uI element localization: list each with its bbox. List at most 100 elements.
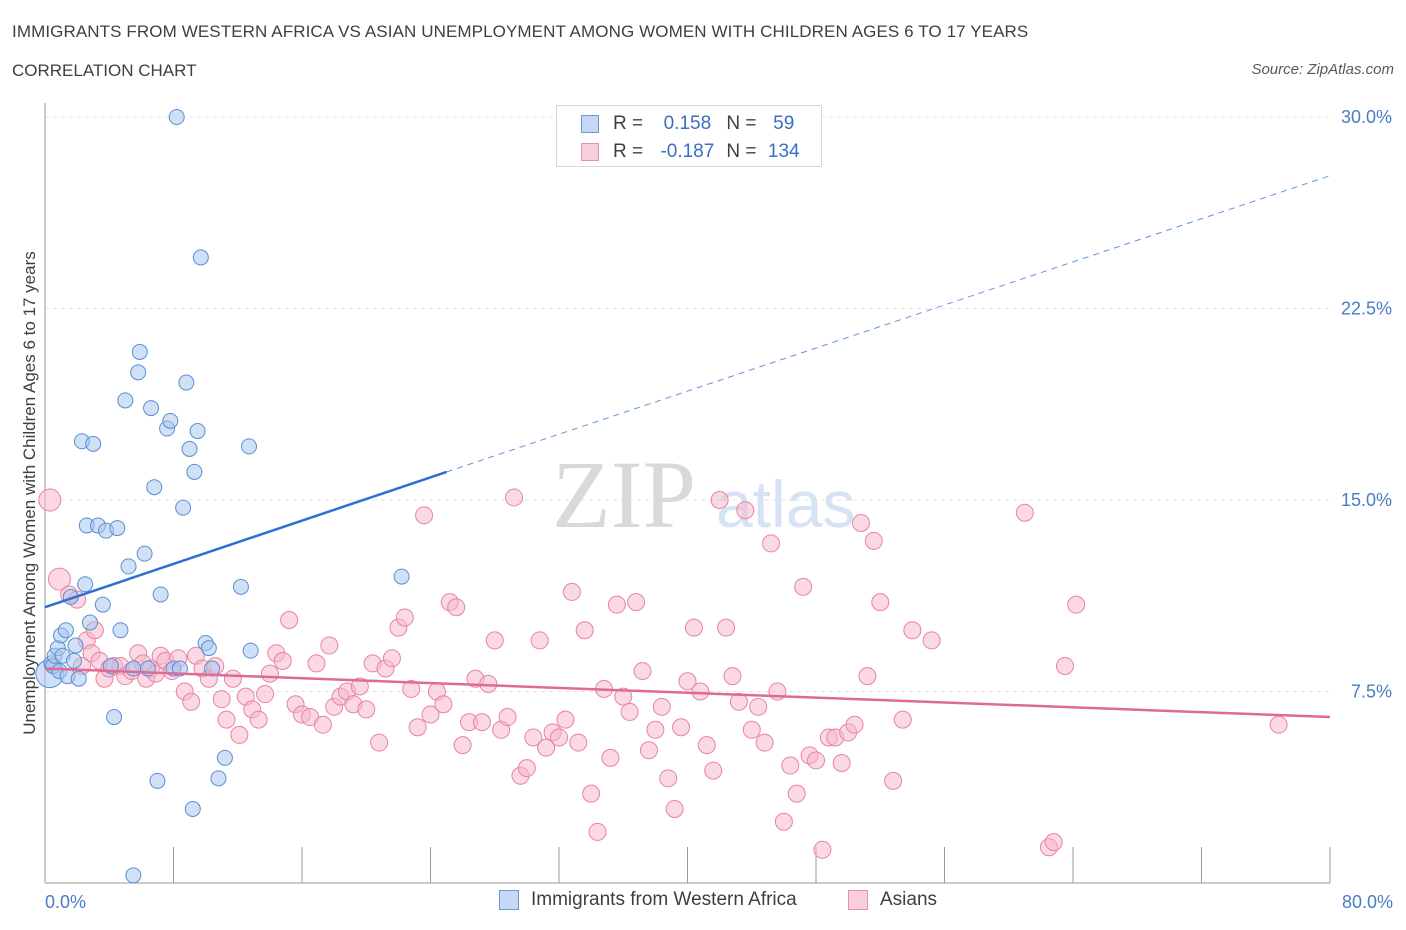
asians-points — [38, 488, 1288, 859]
western-africa-point — [120, 558, 137, 575]
western-africa-point — [65, 652, 82, 669]
legend-swatch-pink — [581, 143, 599, 161]
western-africa-point — [242, 642, 259, 659]
western-africa-point — [130, 364, 147, 381]
western-africa-point — [125, 867, 142, 884]
asians-point — [794, 577, 813, 596]
asians-point — [280, 611, 299, 630]
western-africa-point — [149, 772, 166, 789]
western-africa-point — [94, 596, 111, 613]
western-africa-point — [131, 343, 148, 360]
western-africa-point — [152, 586, 169, 603]
asians-point — [601, 748, 620, 767]
asians-point — [684, 618, 703, 637]
asians-point — [421, 705, 440, 724]
asians-point — [607, 595, 626, 614]
western-africa-point — [136, 545, 153, 562]
asians-point — [313, 715, 332, 734]
chart-subtitle: CORRELATION CHART — [12, 61, 197, 80]
asians-point — [1055, 656, 1074, 675]
asians-point — [1067, 595, 1086, 614]
watermark-zip: ZIP — [552, 441, 696, 548]
asians-point — [697, 736, 716, 755]
asians-point — [884, 771, 903, 790]
asians-point — [550, 728, 568, 747]
legend-n-label: N = — [726, 141, 762, 162]
western-africa-point — [186, 463, 203, 480]
legend-r-value: -0.187 — [660, 141, 715, 162]
asians-point — [453, 736, 472, 755]
western-africa-point — [168, 109, 185, 125]
western-africa-point — [178, 374, 195, 391]
asians-point — [614, 687, 633, 706]
legend-row-western-africa: R = 0.158 N = 59 — [581, 112, 806, 136]
watermark-atlas: atlas — [716, 467, 855, 541]
western-africa-point — [146, 479, 163, 496]
asians-point — [851, 513, 870, 532]
source-label: Source: ZipAtlas.com — [1251, 61, 1394, 78]
western-africa-point — [200, 640, 217, 657]
asians-point — [704, 761, 723, 780]
asians-point — [182, 692, 201, 711]
western-africa-point — [162, 412, 179, 429]
asians-point — [556, 710, 575, 729]
western-africa-point — [70, 670, 87, 687]
asians-point — [357, 700, 376, 719]
asians-point — [402, 679, 421, 698]
western-africa-point — [117, 392, 134, 409]
western-africa-point — [143, 400, 160, 417]
asians-point — [230, 725, 249, 744]
western-africa-point — [210, 770, 227, 787]
legend-r-value: 0.158 — [663, 113, 712, 134]
western-africa-point — [57, 622, 74, 639]
legend-n-value: 59 — [773, 113, 795, 134]
western-africa-point — [192, 249, 209, 266]
legend-n-value: 134 — [767, 141, 800, 162]
asians-point — [1269, 715, 1288, 734]
western-africa-point — [81, 614, 98, 631]
western-africa-point — [184, 800, 201, 817]
y-tick-label: 22.5% — [1341, 299, 1392, 319]
asians-point — [742, 720, 761, 739]
y-tick-label: 7.5% — [1351, 682, 1392, 702]
asians-point — [588, 822, 607, 841]
asians-point — [434, 695, 453, 714]
legend-r-label: R = — [613, 113, 649, 134]
asians-point — [893, 710, 912, 729]
asians-point — [260, 664, 279, 683]
asians-point — [47, 567, 71, 591]
y-axis-label: Unemployment Among Women with Children A… — [20, 251, 39, 735]
western-africa-point — [106, 709, 123, 726]
asians-point — [485, 631, 504, 650]
asians-point — [38, 488, 62, 512]
asians-point — [273, 651, 292, 670]
asians-point — [903, 621, 922, 640]
asians-point — [537, 738, 556, 757]
western-africa-point — [240, 438, 257, 455]
western-africa-point — [175, 499, 192, 516]
tick-labels: 7.5% 15.0% 22.5% 30.0% 0.0% 80.0% — [45, 107, 1393, 912]
western-africa-point — [125, 660, 142, 677]
asians-point — [864, 531, 883, 550]
asians-point — [530, 631, 549, 650]
asians-point — [774, 812, 793, 831]
asians-point — [408, 718, 427, 737]
asians-point — [781, 756, 800, 775]
asians-point — [710, 491, 729, 509]
asians-point — [813, 840, 832, 859]
western-africa-points — [35, 109, 410, 884]
asians-point — [212, 690, 231, 709]
series-legend-label: Immigrants from Western Africa — [531, 889, 797, 910]
asians-point — [505, 488, 524, 507]
asians-point — [723, 667, 742, 686]
asians-point — [256, 685, 275, 704]
asians-point — [517, 759, 536, 778]
western-africa-point — [109, 520, 126, 537]
asians-point — [569, 733, 588, 752]
trend-lines — [44, 175, 1331, 719]
correlation-legend: R = 0.158 N = 59 R = -0.187 N = 134 — [556, 105, 822, 167]
asians-point — [832, 753, 851, 772]
western-africa-point — [77, 576, 94, 593]
chart-title: IMMIGRANTS FROM WESTERN AFRICA VS ASIAN … — [12, 22, 1029, 41]
asians-trend-line — [44, 667, 1331, 719]
